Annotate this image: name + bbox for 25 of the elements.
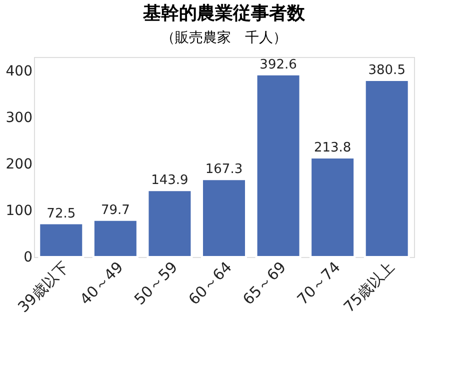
bar — [255, 73, 302, 258]
data-label: 213.8 — [314, 140, 352, 156]
y-tick-label: 300 — [6, 110, 32, 126]
y-tick-label: 0 — [24, 250, 32, 266]
x-tick-label: 50～59 — [130, 258, 182, 308]
x-tick-label: 60～64 — [184, 258, 236, 308]
bar — [146, 189, 193, 258]
chart-title: 基幹的農業従事者数 — [142, 3, 306, 24]
data-label: 79.7 — [100, 202, 130, 218]
y-tick-label: 200 — [6, 156, 32, 172]
data-label: 72.5 — [46, 206, 76, 222]
x-tick-label: 40～49 — [76, 258, 127, 308]
bar — [310, 156, 356, 258]
data-label: 143.9 — [151, 173, 188, 188]
y-tick-label: 100 — [6, 202, 32, 219]
bar — [364, 79, 410, 258]
x-tick-label: 65～69 — [239, 258, 290, 308]
data-label: 392.6 — [260, 57, 297, 72]
y-tick-label: 400 — [6, 63, 32, 80]
bar — [201, 178, 247, 258]
bar — [92, 218, 138, 258]
bar — [38, 222, 84, 258]
chart-subtitle: （販売農家 千人） — [161, 30, 287, 46]
data-label: 380.5 — [368, 63, 406, 78]
data-label: 167.3 — [205, 162, 243, 178]
